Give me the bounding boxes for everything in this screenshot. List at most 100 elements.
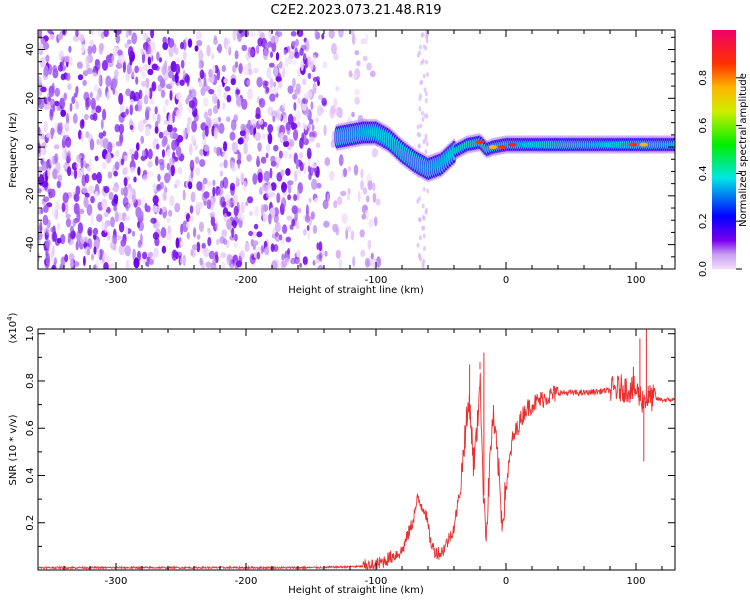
noise-blob <box>85 97 91 108</box>
noise-blob <box>185 222 191 229</box>
noise-blob <box>235 260 243 268</box>
noise-blob <box>267 132 273 145</box>
noise-blob <box>144 126 151 137</box>
noise-blob <box>118 221 125 233</box>
noise-blob <box>248 230 254 237</box>
noise-blob <box>223 141 228 152</box>
snr-scale-label: (x104) <box>6 312 19 343</box>
noise-blob <box>89 138 95 151</box>
noise-blob <box>287 180 294 186</box>
noise-blob <box>276 112 282 121</box>
noise-blob <box>118 92 124 105</box>
noise-blob <box>220 196 226 208</box>
noise-blob <box>98 132 104 139</box>
noise-blob <box>184 36 188 43</box>
noise-blob <box>41 161 48 172</box>
noise-blob <box>198 79 203 88</box>
noise-blob <box>346 194 350 201</box>
noise-blob <box>196 241 201 253</box>
noise-blob <box>102 138 109 150</box>
noise-blob <box>57 222 61 232</box>
noise-blob <box>273 34 279 45</box>
noise-blob <box>43 120 48 133</box>
noise-blob <box>140 135 145 144</box>
noise-blob <box>315 142 321 148</box>
noise-blob <box>282 224 288 234</box>
noise-blob <box>290 31 297 37</box>
noise-blob <box>93 84 99 93</box>
noise-blob <box>370 252 374 260</box>
noise-blob <box>422 186 426 192</box>
noise-blob <box>240 201 245 214</box>
noise-blob <box>300 59 304 71</box>
noise-blob <box>138 89 143 100</box>
noise-blob <box>142 251 148 260</box>
noise-blob <box>91 173 98 181</box>
noise-blob <box>235 96 242 107</box>
noise-blob <box>64 254 69 263</box>
noise-blob <box>45 238 51 250</box>
noise-blob <box>371 148 378 158</box>
x-tick-label: 0 <box>503 576 509 587</box>
noise-blob <box>360 249 366 257</box>
noise-blob <box>307 230 311 241</box>
noise-blob <box>43 42 50 50</box>
noise-blob <box>50 188 56 198</box>
noise-blob <box>75 30 79 37</box>
noise-blob <box>275 231 279 237</box>
noise-blob <box>96 94 100 101</box>
noise-blob <box>302 98 307 104</box>
noise-blob <box>418 132 422 138</box>
noise-blob <box>169 90 173 101</box>
noise-blob <box>273 144 279 152</box>
noise-blob <box>217 43 223 54</box>
noise-blob <box>232 194 239 206</box>
noise-blob <box>195 167 201 176</box>
noise-blob <box>304 214 311 223</box>
ridge-hotspot <box>476 140 484 145</box>
noise-blob <box>226 94 232 103</box>
noise-blob <box>212 186 216 197</box>
noise-blob <box>418 196 421 202</box>
noise-blob <box>194 144 198 152</box>
noise-blob <box>131 230 136 237</box>
noise-blob <box>294 51 300 59</box>
noise-blob <box>156 51 160 61</box>
noise-blob <box>351 111 355 118</box>
noise-blob <box>84 246 91 256</box>
snr-x-axis-label: Height of straight line (km) <box>288 585 424 596</box>
noise-blob <box>203 144 210 152</box>
noise-blob <box>69 260 74 269</box>
x-tick-label: 100 <box>626 275 645 286</box>
noise-blob <box>233 241 238 249</box>
noise-blob <box>124 43 129 49</box>
noise-blob <box>333 98 338 107</box>
noise-blob <box>206 44 211 57</box>
noise-blob <box>222 151 228 160</box>
noise-blob <box>257 142 262 152</box>
noise-blob <box>40 207 44 215</box>
noise-blob <box>168 38 175 48</box>
noise-blob <box>78 33 85 43</box>
noise-blob <box>127 188 132 201</box>
noise-blob <box>335 86 340 92</box>
noise-blob <box>369 70 376 78</box>
noise-blob <box>150 30 155 39</box>
noise-blob <box>293 194 298 201</box>
noise-blob <box>152 183 157 192</box>
noise-blob <box>365 32 369 45</box>
y-tick-label: 1.0 <box>25 326 36 342</box>
noise-blob <box>232 64 237 74</box>
noise-blob <box>202 130 206 140</box>
noise-blob <box>309 166 314 176</box>
noise-blob <box>220 252 227 259</box>
noise-blob <box>199 148 204 156</box>
noise-blob <box>224 86 231 92</box>
noise-blob <box>274 221 281 233</box>
noise-blob <box>86 166 91 172</box>
noise-blob <box>62 149 66 161</box>
noise-blob <box>86 204 93 216</box>
noise-blob <box>321 97 327 106</box>
noise-blob <box>312 224 318 234</box>
noise-blob <box>88 158 93 167</box>
